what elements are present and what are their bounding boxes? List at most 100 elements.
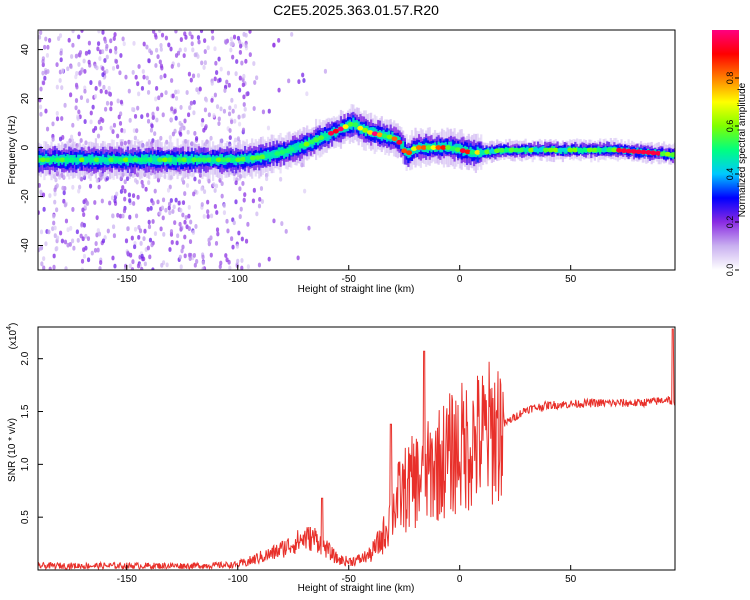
spectrogram-peak (279, 150, 286, 155)
spectrogram-speckle (159, 226, 163, 232)
spectrogram-speckle (188, 239, 193, 244)
snr-frame (37, 326, 676, 571)
spectrogram-peak (240, 156, 247, 162)
spectrogram-speckle (101, 49, 105, 54)
spectrogram-speckle (48, 193, 52, 199)
snr-ylabel: SNR (10 * v/v) (7, 418, 18, 482)
spectrogram-speckle (129, 252, 133, 258)
spectrogram-speckle (67, 37, 71, 43)
spectrogram-speckle (126, 226, 130, 232)
spectrogram-speckle (266, 125, 271, 131)
spectrogram-speckle (220, 181, 224, 186)
spectrogram-peak (445, 145, 452, 150)
spectrogram-peak (620, 148, 627, 154)
spectrogram-speckle (215, 70, 219, 75)
spectrogram-speckle (121, 36, 125, 42)
snr-panel: -150 -100 -50 0 50 0.5 1.0 1.5 2.0 Height of st… (6, 323, 676, 594)
spectrogram-peak (54, 157, 61, 163)
spectrogram-peak (664, 151, 671, 157)
spectrogram-speckle (93, 94, 98, 99)
spectrogram-speckle (107, 91, 111, 96)
spectrogram-speckle (54, 177, 58, 183)
spectrogram-speckle (182, 125, 186, 131)
spectrogram-speckle (70, 238, 75, 244)
spectrogram-speckle (252, 187, 256, 193)
spectrogram-speckle (82, 253, 87, 259)
spectrogram-speckle (159, 46, 163, 52)
spectrogram-speckle (99, 125, 103, 131)
spectrogram-speckle (125, 176, 130, 181)
spectrogram-speckle (82, 58, 86, 64)
spectrogram-speckle (87, 49, 91, 55)
spectrogram-speckle (194, 136, 199, 141)
spectrogram-speckle (39, 111, 43, 117)
spectrogram-speckle (203, 38, 207, 44)
spectrogram-speckle (188, 31, 192, 37)
spectrogram-speckle (93, 200, 97, 205)
spectrogram-speckle (39, 86, 43, 92)
spectrogram-peak (577, 147, 584, 153)
spectrogram-peak (542, 147, 549, 153)
spectrogram-speckle (181, 212, 185, 218)
spectrogram-peak (171, 157, 178, 163)
spectrogram-peak (493, 148, 500, 154)
spectrogram-speckle (137, 225, 141, 230)
spectrogram-speckle (154, 47, 159, 53)
spectrogram-speckle (237, 121, 242, 127)
spectrogram-peak (562, 147, 569, 153)
spectrogram-speckle (149, 205, 153, 211)
snr-multiplier: (x104) (6, 323, 19, 350)
spectrogram-speckle (240, 265, 244, 270)
spectrogram-speckle (323, 68, 328, 74)
spectrogram-speckle (213, 188, 217, 193)
spectrogram-speckle (80, 258, 85, 264)
spectrogram-speckle (55, 207, 59, 213)
spectrogram-peak (425, 145, 432, 150)
spectrogram-peak (186, 157, 193, 163)
spectrogram-speckle (209, 135, 213, 141)
spectrogram-speckle (109, 125, 113, 131)
spectrogram-speckle (296, 255, 300, 261)
spectrogram-speckle (248, 30, 252, 34)
spectrogram-speckle (119, 99, 124, 105)
spectrogram-speckle (147, 79, 151, 85)
spectrogram-peak (161, 157, 168, 163)
spectrogram-speckle (230, 119, 234, 125)
spectrogram-speckle (169, 46, 173, 52)
spectrogram-speckle (108, 48, 113, 54)
spectrogram-speckle (222, 210, 227, 216)
spectrogram-speckle (146, 206, 150, 212)
spectrogram-speckle (178, 120, 182, 126)
spectrogram-speckle (267, 108, 271, 114)
spectrogram-speckle (194, 224, 198, 229)
spectrogram-speckle (101, 72, 105, 78)
spectrogram-speckle (109, 101, 113, 106)
spectrogram-speckle (90, 250, 94, 256)
spectrogram-speckle (44, 241, 48, 247)
spectrogram-speckle (55, 62, 59, 68)
spectrogram-speckle (76, 237, 80, 243)
spectrogram-peak (474, 150, 481, 155)
spectrogram-speckle (193, 262, 197, 268)
spectrogram-speckle (152, 30, 156, 34)
spectrogram-speckle (160, 92, 164, 98)
spectrogram-speckle (52, 264, 56, 270)
spectrogram-speckle (171, 131, 175, 137)
spectrogram-peak (645, 150, 652, 155)
spectrogram-speckle (42, 265, 46, 270)
spectrogram-speckle (226, 70, 231, 76)
spectrogram-speckle (42, 206, 46, 212)
spectrogram-speckle (302, 78, 306, 83)
spectrogram-speckle (233, 104, 238, 109)
spectrogram-speckle (212, 182, 216, 188)
spectrogram-speckle (167, 201, 172, 207)
spectrogram-speckle (303, 188, 307, 194)
spectrogram-frame (37, 29, 676, 271)
spectrogram-peak (557, 147, 564, 153)
spectrogram-speckle (246, 264, 250, 270)
spectrogram-speckle (89, 110, 93, 116)
spectrogram-speckle (119, 53, 123, 58)
spectrogram-speckle (168, 247, 172, 252)
snr-ytick-label: 0.5 (20, 510, 31, 524)
spectrogram-speckle (280, 221, 284, 226)
